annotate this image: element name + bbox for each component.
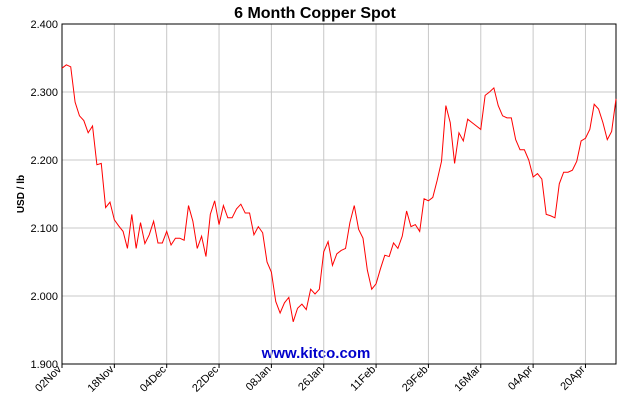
y-tick-label: 1.900 bbox=[30, 359, 58, 371]
y-tick-label: 2.200 bbox=[30, 155, 58, 167]
watermark: www.kitco.com bbox=[261, 345, 371, 362]
y-tick-label: 2.000 bbox=[30, 291, 58, 303]
y-tick-label: 2.100 bbox=[30, 223, 58, 235]
y-tick-label: 2.300 bbox=[30, 87, 58, 99]
y-axis-label: USD / lb bbox=[16, 175, 27, 213]
chart-title: 6 Month Copper Spot bbox=[234, 5, 396, 22]
y-tick-label: 2.400 bbox=[30, 19, 58, 31]
line-series bbox=[61, 64, 617, 322]
plot-border bbox=[61, 23, 617, 365]
